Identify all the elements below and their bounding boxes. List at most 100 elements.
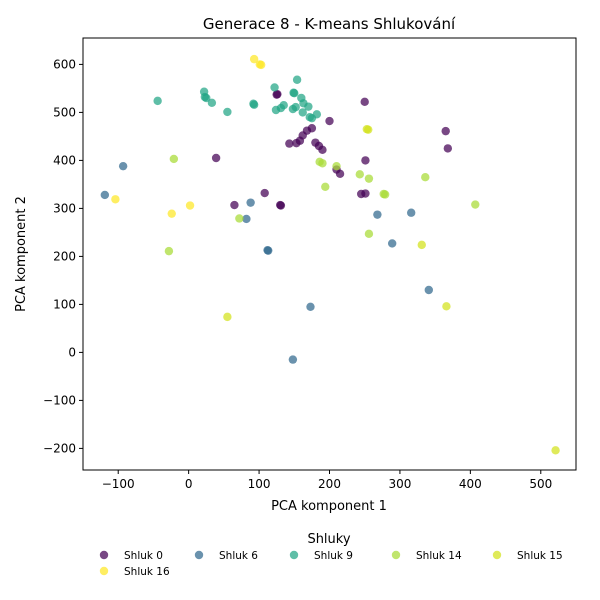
data-point bbox=[364, 125, 373, 134]
legend-marker bbox=[391, 550, 401, 560]
legend-title: Shluky bbox=[307, 532, 350, 547]
legend-label: Shluk 15 bbox=[517, 550, 563, 562]
data-point bbox=[298, 108, 307, 117]
data-point bbox=[111, 195, 120, 204]
y-tick-label: 200 bbox=[53, 249, 76, 263]
data-point bbox=[364, 229, 374, 239]
series-shluk-16 bbox=[111, 54, 266, 218]
data-point bbox=[164, 246, 174, 256]
data-point bbox=[153, 96, 162, 106]
data-point bbox=[285, 139, 294, 148]
series-shluk-6 bbox=[100, 161, 434, 364]
data-point bbox=[373, 210, 382, 219]
data-point bbox=[304, 102, 313, 111]
data-point bbox=[260, 188, 269, 198]
data-point bbox=[406, 208, 416, 217]
data-point bbox=[321, 182, 330, 191]
x-tick-label: 0 bbox=[185, 477, 193, 491]
x-axis-title: PCA komponent 1 bbox=[271, 499, 387, 514]
data-point bbox=[292, 138, 301, 148]
data-point bbox=[167, 209, 176, 218]
y-axis-title: PCA komponent 2 bbox=[14, 196, 29, 312]
legend-marker bbox=[99, 550, 109, 560]
x-tick-label: 200 bbox=[318, 477, 341, 491]
legend-marker bbox=[492, 550, 502, 560]
data-point bbox=[306, 302, 315, 311]
data-point bbox=[387, 239, 397, 248]
data-point bbox=[441, 126, 450, 136]
data-point bbox=[246, 198, 255, 207]
y-tick-label: 400 bbox=[53, 153, 76, 167]
data-point bbox=[312, 110, 322, 119]
plot-area: −100 0 100 200 300 400 500 −200 −100 0 100 200 300 40… bbox=[43, 37, 577, 491]
data-point bbox=[417, 240, 426, 250]
data-point bbox=[421, 173, 430, 182]
x-tick-label: 300 bbox=[388, 477, 411, 491]
data-point bbox=[264, 246, 273, 255]
data-point bbox=[290, 89, 299, 98]
series-shluk-0 bbox=[211, 89, 453, 210]
chart-title: Generace 8 - K-means Shlukování bbox=[203, 15, 456, 33]
data-point bbox=[318, 145, 327, 155]
data-point bbox=[360, 97, 369, 107]
series-shluk-9 bbox=[153, 75, 322, 123]
data-point bbox=[242, 214, 251, 224]
data-point bbox=[211, 153, 221, 163]
data-point bbox=[292, 75, 302, 84]
series-shluk-14 bbox=[164, 154, 480, 256]
data-point bbox=[471, 200, 480, 209]
x-tick-label: 100 bbox=[248, 477, 271, 491]
data-point bbox=[202, 93, 211, 103]
x-tick-label: 500 bbox=[529, 477, 552, 491]
data-point bbox=[169, 154, 179, 164]
data-point bbox=[361, 156, 370, 165]
y-tick-label: 100 bbox=[53, 297, 76, 311]
data-point bbox=[335, 169, 345, 179]
data-point bbox=[235, 214, 244, 223]
y-tick-label: 300 bbox=[53, 201, 76, 215]
data-point bbox=[249, 100, 259, 109]
data-point bbox=[256, 60, 266, 70]
data-point bbox=[118, 161, 128, 171]
y-tick-label: 0 bbox=[68, 345, 76, 359]
data-point bbox=[325, 116, 334, 126]
legend-label: Shluk 14 bbox=[416, 550, 462, 562]
x-tick-label: 400 bbox=[459, 477, 482, 491]
data-point bbox=[100, 190, 110, 200]
data-point bbox=[364, 174, 374, 183]
data-point bbox=[318, 159, 327, 168]
data-point bbox=[424, 285, 434, 295]
legend-marker bbox=[194, 550, 204, 560]
legend-item: Shluk 6 bbox=[194, 550, 258, 562]
data-point bbox=[288, 355, 298, 364]
data-point bbox=[442, 302, 451, 311]
legend-item: Shluk 14 bbox=[391, 550, 462, 562]
data-point bbox=[356, 189, 366, 199]
data-point bbox=[207, 98, 217, 108]
data-point bbox=[443, 144, 453, 153]
legend-label: Shluk 6 bbox=[219, 550, 258, 562]
data-point bbox=[380, 190, 390, 199]
data-point bbox=[276, 201, 286, 210]
legend-label: Shluk 9 bbox=[314, 550, 353, 562]
data-point bbox=[185, 201, 195, 210]
data-point bbox=[270, 83, 279, 92]
y-tick-label: 600 bbox=[53, 57, 76, 71]
data-point bbox=[249, 54, 259, 64]
data-point bbox=[273, 89, 282, 99]
legend-item: Shluk 0 bbox=[99, 550, 163, 562]
data-point bbox=[223, 312, 232, 322]
legend-marker bbox=[99, 566, 109, 576]
y-tick-label: 500 bbox=[53, 105, 76, 119]
data-point bbox=[271, 105, 281, 115]
legend-item: Shluk 9 bbox=[289, 550, 353, 562]
legend-label: Shluk 16 bbox=[124, 566, 170, 578]
legend: Shluk 0 Shluk 6 Shluk 9 Shluk 14 Shluk 15 Shl… bbox=[99, 550, 563, 578]
data-point bbox=[551, 446, 560, 455]
data-point bbox=[355, 170, 364, 179]
legend-item: Shluk 15 bbox=[492, 550, 563, 562]
legend-label: Shluk 0 bbox=[124, 550, 163, 562]
data-point bbox=[332, 161, 341, 171]
data-point bbox=[223, 107, 232, 117]
